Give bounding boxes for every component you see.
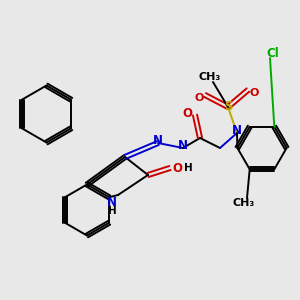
Text: O: O xyxy=(172,161,182,175)
Text: S: S xyxy=(224,100,232,113)
Text: N: N xyxy=(232,124,242,136)
Text: Cl: Cl xyxy=(267,47,279,60)
Text: O: O xyxy=(249,88,259,98)
Text: N: N xyxy=(153,134,163,146)
Text: O: O xyxy=(182,107,193,120)
Text: CH₃: CH₃ xyxy=(233,198,255,208)
Text: H: H xyxy=(184,163,192,173)
Text: O: O xyxy=(194,93,204,103)
Text: H: H xyxy=(108,206,116,217)
Text: N: N xyxy=(178,139,188,152)
Text: N: N xyxy=(107,196,117,209)
Text: CH₃: CH₃ xyxy=(199,73,221,82)
